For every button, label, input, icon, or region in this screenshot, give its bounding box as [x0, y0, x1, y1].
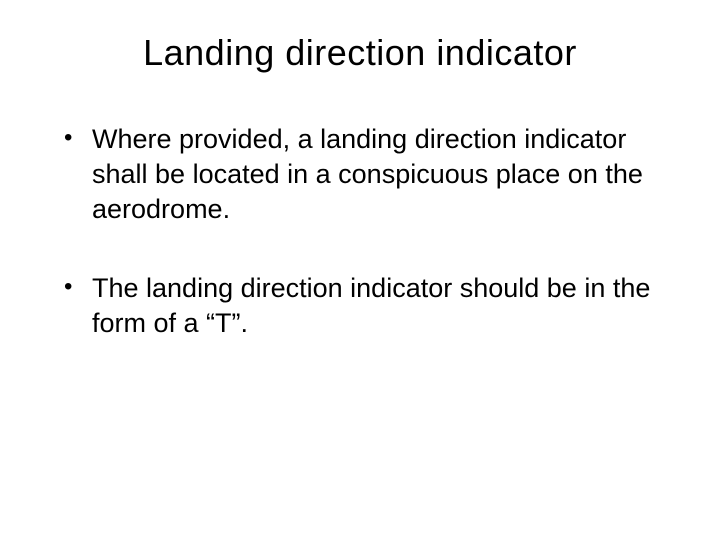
bullet-item: Where provided, a landing direction indi…: [64, 122, 680, 227]
bullet-list: Where provided, a landing direction indi…: [40, 122, 680, 341]
bullet-item: The landing direction indicator should b…: [64, 271, 680, 341]
slide-title: Landing direction indicator: [40, 32, 680, 74]
